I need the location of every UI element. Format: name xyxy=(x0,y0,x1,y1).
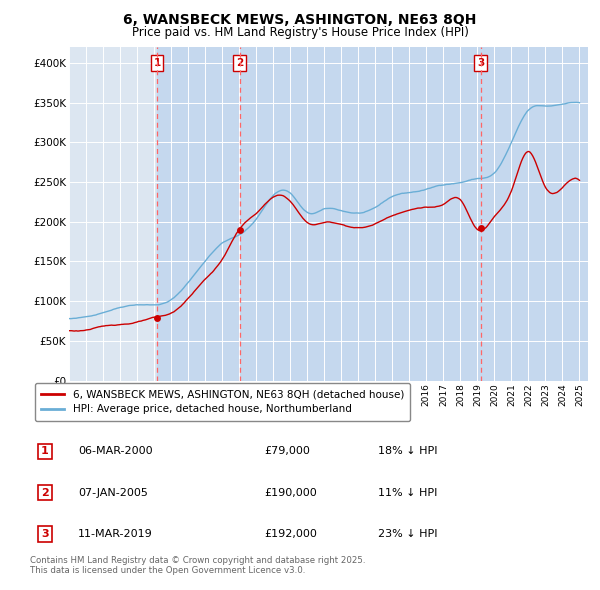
Text: £192,000: £192,000 xyxy=(264,529,317,539)
Text: 1: 1 xyxy=(41,447,49,456)
Text: 06-MAR-2000: 06-MAR-2000 xyxy=(78,447,152,456)
Bar xyxy=(239,47,481,381)
Text: 2: 2 xyxy=(236,58,243,68)
Text: 6, WANSBECK MEWS, ASHINGTON, NE63 8QH: 6, WANSBECK MEWS, ASHINGTON, NE63 8QH xyxy=(124,13,476,27)
Text: 3: 3 xyxy=(41,529,49,539)
Bar xyxy=(481,47,588,381)
Bar xyxy=(157,47,239,381)
Text: 11% ↓ HPI: 11% ↓ HPI xyxy=(378,488,437,497)
Text: 2: 2 xyxy=(41,488,49,497)
Legend: 6, WANSBECK MEWS, ASHINGTON, NE63 8QH (detached house), HPI: Average price, deta: 6, WANSBECK MEWS, ASHINGTON, NE63 8QH (d… xyxy=(35,383,410,421)
Text: 07-JAN-2005: 07-JAN-2005 xyxy=(78,488,148,497)
Text: 11-MAR-2019: 11-MAR-2019 xyxy=(78,529,153,539)
Text: £190,000: £190,000 xyxy=(264,488,317,497)
Text: 1: 1 xyxy=(154,58,161,68)
Text: £79,000: £79,000 xyxy=(264,447,310,456)
Text: 3: 3 xyxy=(477,58,484,68)
Text: Contains HM Land Registry data © Crown copyright and database right 2025.
This d: Contains HM Land Registry data © Crown c… xyxy=(30,556,365,575)
Text: Price paid vs. HM Land Registry's House Price Index (HPI): Price paid vs. HM Land Registry's House … xyxy=(131,26,469,39)
Text: 18% ↓ HPI: 18% ↓ HPI xyxy=(378,447,437,456)
Text: 23% ↓ HPI: 23% ↓ HPI xyxy=(378,529,437,539)
